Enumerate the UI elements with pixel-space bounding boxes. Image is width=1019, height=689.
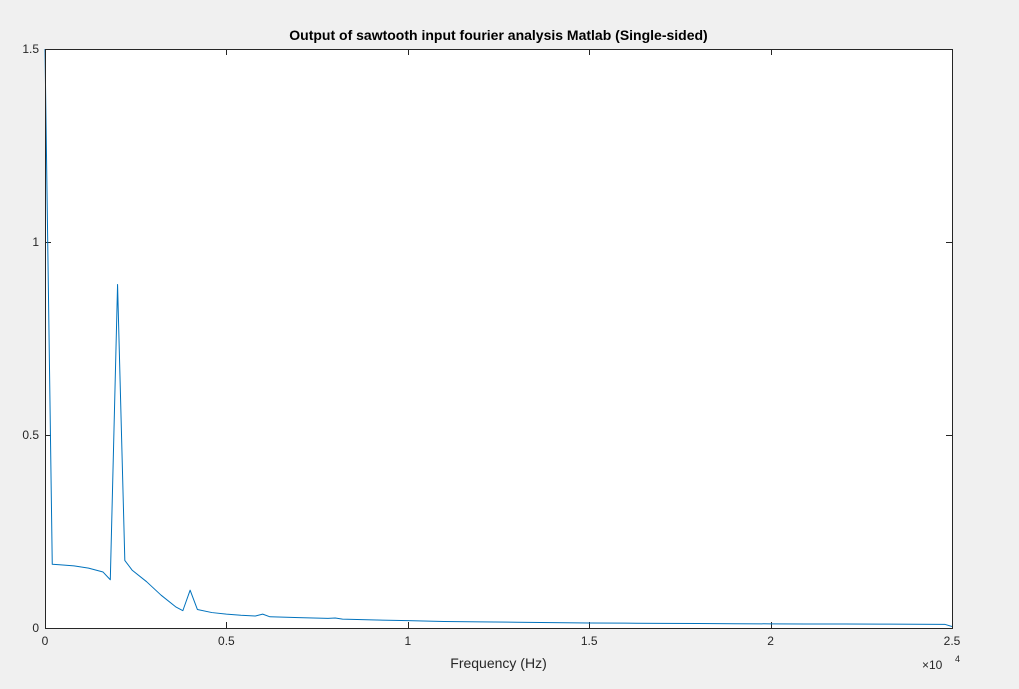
x-tick-label: 2: [767, 634, 774, 648]
series-layer: [44, 48, 953, 627]
tick-labels: 0 0.5 1 1.5 2 2.5 0 0.5 1 1.5: [22, 42, 960, 648]
chart-title: Output of sawtooth input fourier analysi…: [289, 27, 707, 43]
x-exponent-base: ×10: [922, 658, 943, 672]
series-line: [44, 48, 953, 627]
x-axis-title: Frequency (Hz): [450, 655, 546, 671]
y-tick-label: 1.5: [22, 42, 39, 56]
x-tick-label: 1: [404, 634, 411, 648]
plot-area: [45, 49, 952, 628]
x-axis-exponent: ×10 4: [922, 654, 960, 672]
y-tick-label: 0.5: [22, 428, 39, 442]
x-tick-label: 1.5: [581, 634, 598, 648]
x-tick-label: 2.5: [944, 634, 961, 648]
x-exponent-power: 4: [955, 654, 960, 664]
x-tick-label: 0: [42, 634, 49, 648]
y-tick-label: 0: [32, 621, 39, 635]
axes-box: [45, 49, 953, 629]
x-tick-label: 0.5: [218, 634, 235, 648]
y-tick-label: 1: [32, 235, 39, 249]
